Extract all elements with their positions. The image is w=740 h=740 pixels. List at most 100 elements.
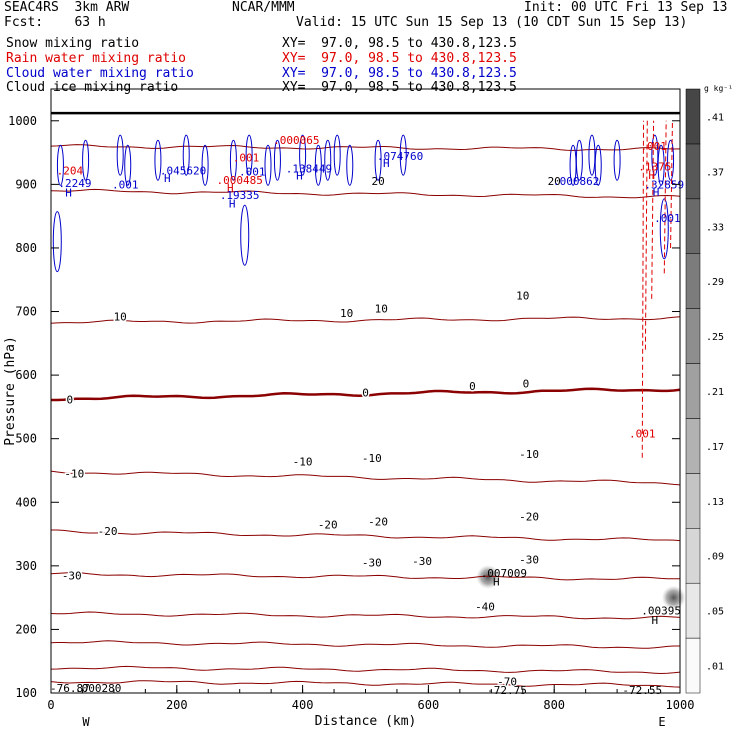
field-annotation: H (227, 182, 234, 195)
contour-label: -40 (475, 601, 495, 614)
field-annotation: .007009 (481, 567, 527, 580)
cloud-water-contour-6 (201, 144, 209, 186)
contour-label: -30 (362, 557, 382, 570)
contour-label: 10 (340, 307, 353, 320)
cloud-water-contour-12 (314, 144, 322, 186)
y-tick-label: 800 (15, 241, 37, 255)
cloud-water-contour-20 (588, 134, 596, 176)
cloud-water-contour-4 (154, 139, 162, 181)
field-annotation: H (65, 187, 72, 200)
colorbar-segment-4 (685, 418, 701, 474)
colorbar-segment-1 (685, 582, 701, 639)
temperature-contour-10 (50, 316, 681, 324)
y-tick-label: 400 (15, 495, 37, 509)
temperature-contour--10 (50, 470, 681, 486)
colorbar-label: .21 (706, 387, 724, 398)
y-axis-title: Pressure (hPa) (3, 336, 18, 446)
colorbar-segment-6 (685, 308, 701, 364)
cloud-water-contour-9 (264, 144, 272, 186)
field-annotation: H (383, 157, 390, 170)
field-annotation: .045620 (160, 164, 206, 177)
cloud-ice-shading-0 (476, 564, 501, 589)
contour-label: -10 (64, 468, 84, 481)
field-annotation: .001 (233, 152, 260, 165)
cloud-water-contour-2 (116, 134, 124, 176)
field-annotation: .001 (112, 178, 139, 191)
colorbar-label: .09 (706, 552, 724, 563)
field-rain-xy: XY= 97.0, 98.5 to 430.8,123.5 (282, 51, 517, 66)
rain-contour-2 (663, 120, 667, 274)
field-annotation: H (648, 169, 655, 182)
field-annotation: .00395 (641, 604, 681, 617)
temperature-contour--40 (50, 611, 681, 620)
field-annotation: .2249 (58, 177, 91, 190)
contour-label: -20 (368, 515, 388, 528)
init-time: Init: 00 UTC Fri 13 Sep 13 (524, 0, 728, 15)
colorbar-segment-8 (685, 198, 701, 254)
contour-label: 20 (371, 175, 384, 188)
field-rain-label: Rain water mixing ratio (6, 51, 187, 66)
temperature-contour--60 (50, 665, 681, 675)
contour-label: -20 (98, 525, 118, 538)
field-annotation: .000065 (273, 134, 319, 147)
rain-contour-tower (641, 120, 645, 458)
y-tick-label: 200 (15, 622, 37, 636)
x-axis-title: Distance (km) (315, 714, 417, 729)
cloud-water-tower-1 (240, 204, 250, 266)
contour-label: -20 (318, 519, 338, 532)
cloud-water-contour-15 (346, 144, 354, 186)
field-cloud-ice-xy: XY= 97.0, 98.5 to 430.8,123.5 (282, 80, 517, 95)
field-annotation: .074760 (377, 150, 423, 163)
temperature-contour--30 (50, 572, 681, 581)
field-annotation: .001 (629, 428, 656, 441)
colorbar-label: .17 (706, 442, 724, 453)
cloud-water-contour-24 (657, 144, 665, 186)
field-cloud-water-label: Cloud water mixing ratio (6, 66, 194, 81)
field-annotation: .001 (239, 166, 266, 179)
contour-label: 0 (67, 393, 74, 406)
x-tick-label: 200 (166, 698, 188, 712)
colorbar-label: .41 (706, 112, 724, 123)
field-annotation: .1375 (638, 161, 671, 174)
contour-label: 20 (548, 175, 561, 188)
field-snow-label: Snow mixing ratio (6, 36, 140, 51)
contour-label: -70 (497, 676, 517, 689)
cloud-water-contour-10 (273, 139, 281, 181)
contour-label: -30 (412, 555, 432, 568)
field-annotation: .001 (654, 212, 681, 225)
temperature-contour--20 (51, 529, 681, 542)
colorbar-segment-5 (685, 363, 701, 419)
field-annotation: .000280 (75, 682, 121, 695)
field-annotation: .000862 (553, 175, 599, 188)
colorbar-label: .29 (706, 277, 724, 288)
x-tick-label: 600 (418, 698, 440, 712)
east-end-label: E (658, 715, 665, 729)
colorbar-segment-3 (685, 473, 701, 529)
field-annotation: H (652, 614, 659, 627)
field-annotation: H (229, 197, 236, 210)
x-tick-label: 800 (543, 698, 565, 712)
cloud-water-contour-21 (594, 144, 602, 186)
contour-label: -30 (62, 569, 82, 582)
colorbar-label: .25 (706, 332, 724, 343)
temperature-contour--50 (50, 640, 680, 649)
contour-label: 0 (523, 377, 530, 390)
cloud-water-contour-11 (299, 134, 307, 176)
contour-label: 10 (516, 290, 529, 303)
contour-label: -10 (519, 448, 539, 461)
colorbar-segment-2 (685, 528, 701, 584)
colorbar-segment-7 (685, 253, 701, 309)
field-annotation: -76.87 (50, 682, 90, 695)
y-tick-label: 600 (15, 368, 37, 382)
colorbar-segment-0 (685, 637, 701, 694)
cloud-water-contour-1 (82, 139, 90, 181)
cloud-water-contour-0 (56, 144, 64, 186)
colorbar-segment-9 (685, 143, 701, 200)
cloud-water-contour-23 (651, 134, 659, 176)
cloud-water-contour-16 (374, 139, 382, 181)
organization-title: NCAR/MMM (232, 0, 295, 15)
field-annotation: H (296, 169, 303, 182)
field-annotation: H (493, 576, 500, 589)
field-cloud-ice-label: Cloud ice mixing ratio (6, 80, 179, 95)
field-annotation: .000485 (217, 174, 263, 187)
